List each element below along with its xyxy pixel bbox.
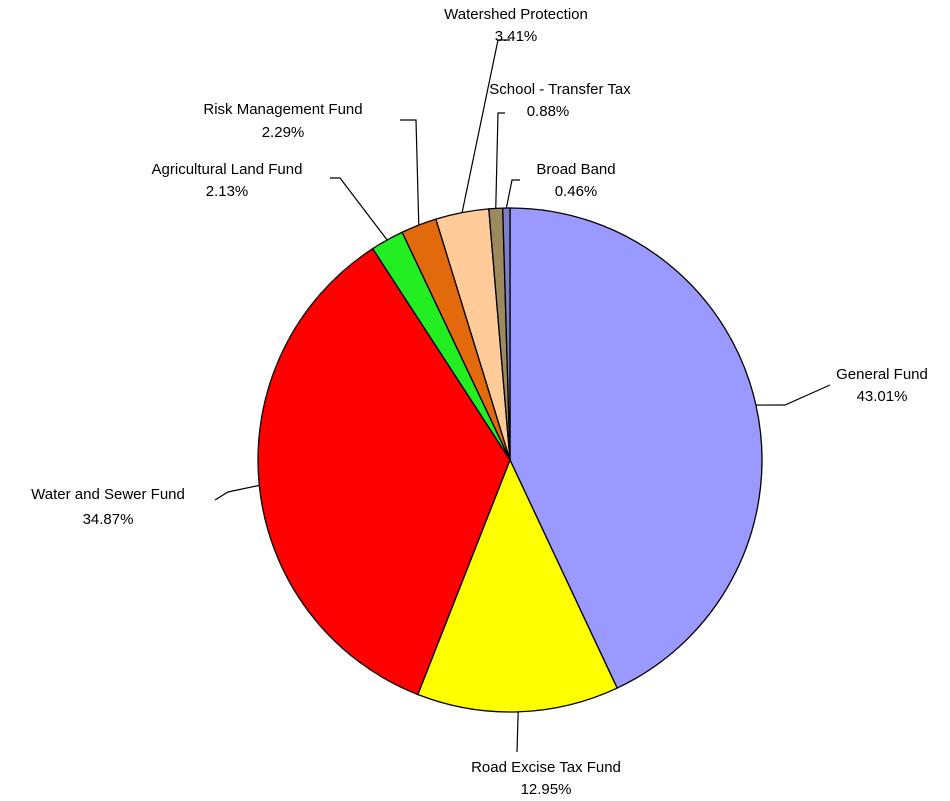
leader-line bbox=[516, 711, 519, 753]
slice-label: General Fund bbox=[836, 366, 928, 383]
pie-slice bbox=[416, 458, 619, 713]
slice-value-label: 0.46% bbox=[555, 183, 598, 200]
slice-value-label: 3.41% bbox=[495, 28, 538, 45]
pie-slice bbox=[257, 247, 511, 696]
slice-label: School - Transfer Tax bbox=[489, 81, 631, 98]
slice-label: Watershed Protection bbox=[444, 6, 588, 23]
slice-label: Water and Sewer Fund bbox=[31, 486, 185, 503]
slice-value-label: 43.01% bbox=[857, 388, 908, 405]
slice-label: Broad Band bbox=[536, 161, 615, 178]
leader-line bbox=[755, 384, 831, 406]
leader-line bbox=[214, 484, 260, 501]
leader-line bbox=[505, 179, 520, 209]
slice-value-label: 2.29% bbox=[262, 124, 305, 141]
leader-line bbox=[400, 119, 420, 226]
slice-label: Road Excise Tax Fund bbox=[471, 759, 621, 776]
slice-label: Agricultural Land Fund bbox=[152, 161, 303, 178]
slice-value-label: 0.88% bbox=[527, 103, 570, 120]
leader-line bbox=[461, 39, 510, 213]
leader-line bbox=[330, 177, 388, 241]
slice-value-label: 12.95% bbox=[521, 781, 572, 798]
slice-value-label: 2.13% bbox=[206, 183, 249, 200]
slice-label: Risk Management Fund bbox=[203, 101, 362, 118]
slice-value-label: 34.87% bbox=[83, 511, 134, 528]
leader-line bbox=[495, 112, 505, 209]
